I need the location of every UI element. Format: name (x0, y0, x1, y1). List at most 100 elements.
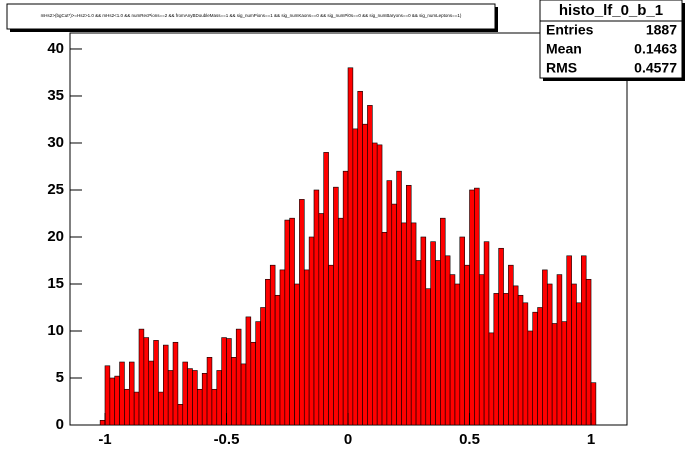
chart-title: mHs2>(bgCut*)>=Hs2>1.0 && mHs2<1.0 && nu… (41, 13, 462, 18)
bar (517, 294, 524, 426)
bar (221, 337, 227, 426)
bar (303, 269, 310, 426)
y-tick-label: 10 (47, 322, 64, 339)
bar (372, 142, 378, 426)
bar (401, 222, 407, 426)
bar (347, 67, 354, 426)
bar (522, 302, 529, 426)
stats-value: 0.4577 (634, 60, 677, 76)
bar (478, 274, 485, 426)
bar (255, 321, 261, 426)
bar (498, 247, 504, 426)
bar (289, 217, 295, 426)
y-tick-label: 40 (47, 40, 64, 57)
bar (474, 187, 480, 426)
bar (99, 419, 106, 426)
x-tick-label: 0.5 (459, 431, 480, 448)
bar (464, 264, 470, 426)
stats-value: 1887 (646, 22, 677, 38)
title-box (6, 3, 496, 30)
bar (425, 288, 431, 426)
y-tick-label: 35 (47, 87, 64, 104)
bar (231, 357, 237, 426)
bar (279, 269, 286, 426)
bar (143, 337, 150, 426)
y-tick-label: 20 (47, 228, 64, 245)
bar (440, 217, 446, 426)
bar (308, 236, 315, 426)
bar (376, 144, 383, 426)
bar (483, 241, 490, 426)
bar (386, 180, 393, 426)
bar (503, 293, 509, 426)
bar (158, 391, 164, 426)
bar (138, 328, 145, 426)
bar (444, 255, 451, 426)
bar (128, 361, 135, 426)
bar (532, 311, 538, 426)
bar (571, 283, 577, 426)
bar (512, 285, 519, 426)
bar (435, 260, 441, 426)
stats-box (539, 0, 683, 79)
bar (124, 388, 130, 426)
bar (299, 199, 305, 426)
x-tick-label: -0.5 (214, 431, 240, 448)
bar (265, 278, 271, 426)
bar (269, 264, 276, 426)
bar (566, 255, 572, 426)
bar (328, 264, 334, 426)
bar (109, 377, 116, 426)
bar (488, 332, 495, 426)
y-tick-label: 25 (47, 181, 64, 198)
x-tick-label: 1 (587, 431, 595, 448)
bar (342, 170, 349, 426)
x-tick-label: -1 (98, 431, 111, 448)
bar (240, 363, 247, 426)
bar (430, 241, 436, 426)
bar (561, 321, 568, 426)
bar (590, 382, 597, 426)
bar (250, 341, 256, 426)
y-tick-label: 15 (47, 275, 64, 292)
bar (148, 360, 154, 426)
stats-label: RMS (546, 60, 577, 76)
bar (284, 219, 290, 426)
bar (527, 330, 534, 426)
bar (197, 388, 203, 426)
bar (201, 372, 208, 426)
bar (352, 128, 359, 426)
bar (454, 283, 461, 426)
bar (508, 264, 514, 426)
stats-label: Entries (546, 22, 594, 38)
bar (167, 370, 174, 426)
bar (367, 105, 373, 426)
bar (449, 274, 456, 426)
bar (556, 274, 563, 426)
bar (153, 340, 159, 426)
bar (172, 341, 179, 426)
bar (245, 316, 252, 426)
bar (381, 231, 388, 426)
bar (459, 236, 465, 426)
bar (546, 283, 553, 426)
bar (542, 269, 548, 426)
bar (410, 222, 417, 426)
bar (182, 361, 188, 426)
bar (406, 184, 412, 426)
y-tick-label: 0 (56, 416, 64, 433)
bar (333, 186, 339, 426)
bar (187, 368, 193, 426)
histogram (99, 67, 597, 426)
bar (294, 283, 300, 426)
bar (415, 260, 422, 426)
bar (323, 152, 329, 426)
bar (226, 338, 232, 426)
y-tick-label: 5 (56, 369, 64, 386)
bar (163, 344, 169, 426)
x-tick-label: 0 (344, 431, 352, 448)
bar (211, 388, 218, 426)
bar (260, 307, 266, 426)
bar (114, 375, 120, 426)
